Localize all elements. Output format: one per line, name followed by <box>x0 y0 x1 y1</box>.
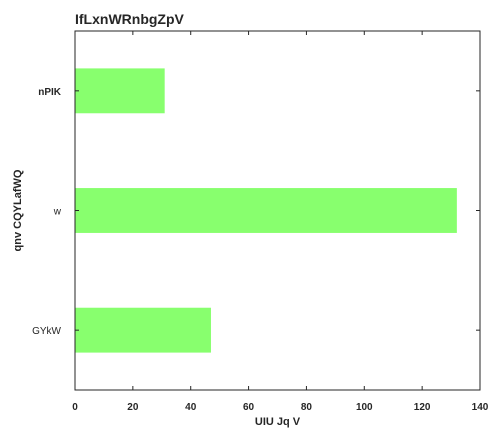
x-tick-label: 80 <box>301 402 313 413</box>
bars-group <box>75 68 457 353</box>
x-tick-label: 120 <box>414 402 431 413</box>
chart-title: IfLxnWRnbgZpV <box>75 11 185 27</box>
x-tick-label: 60 <box>243 402 255 413</box>
y-tick-label-nPIK: nPIK <box>38 87 62 98</box>
y-ticks-group: nPIK w GYkW <box>32 87 480 337</box>
x-tick-label: 40 <box>185 402 197 413</box>
x-tick-label: 0 <box>72 402 78 413</box>
bar-nPIK <box>75 68 165 114</box>
x-tick-label: 100 <box>356 402 373 413</box>
y-axis-label: qnv CQYLafWQ <box>12 169 24 251</box>
x-axis-label: UIU Jq V <box>255 416 301 428</box>
y-tick-label-w: w <box>53 207 62 218</box>
x-tick-label: 20 <box>127 402 139 413</box>
x-tick-label: 140 <box>472 402 489 413</box>
x-ticks-group: 0 20 40 60 80 100 120 140 <box>72 31 489 413</box>
bar-GYkW <box>75 307 211 353</box>
bar-w <box>75 188 457 233</box>
y-tick-label-GYkW: GYkW <box>32 326 61 337</box>
